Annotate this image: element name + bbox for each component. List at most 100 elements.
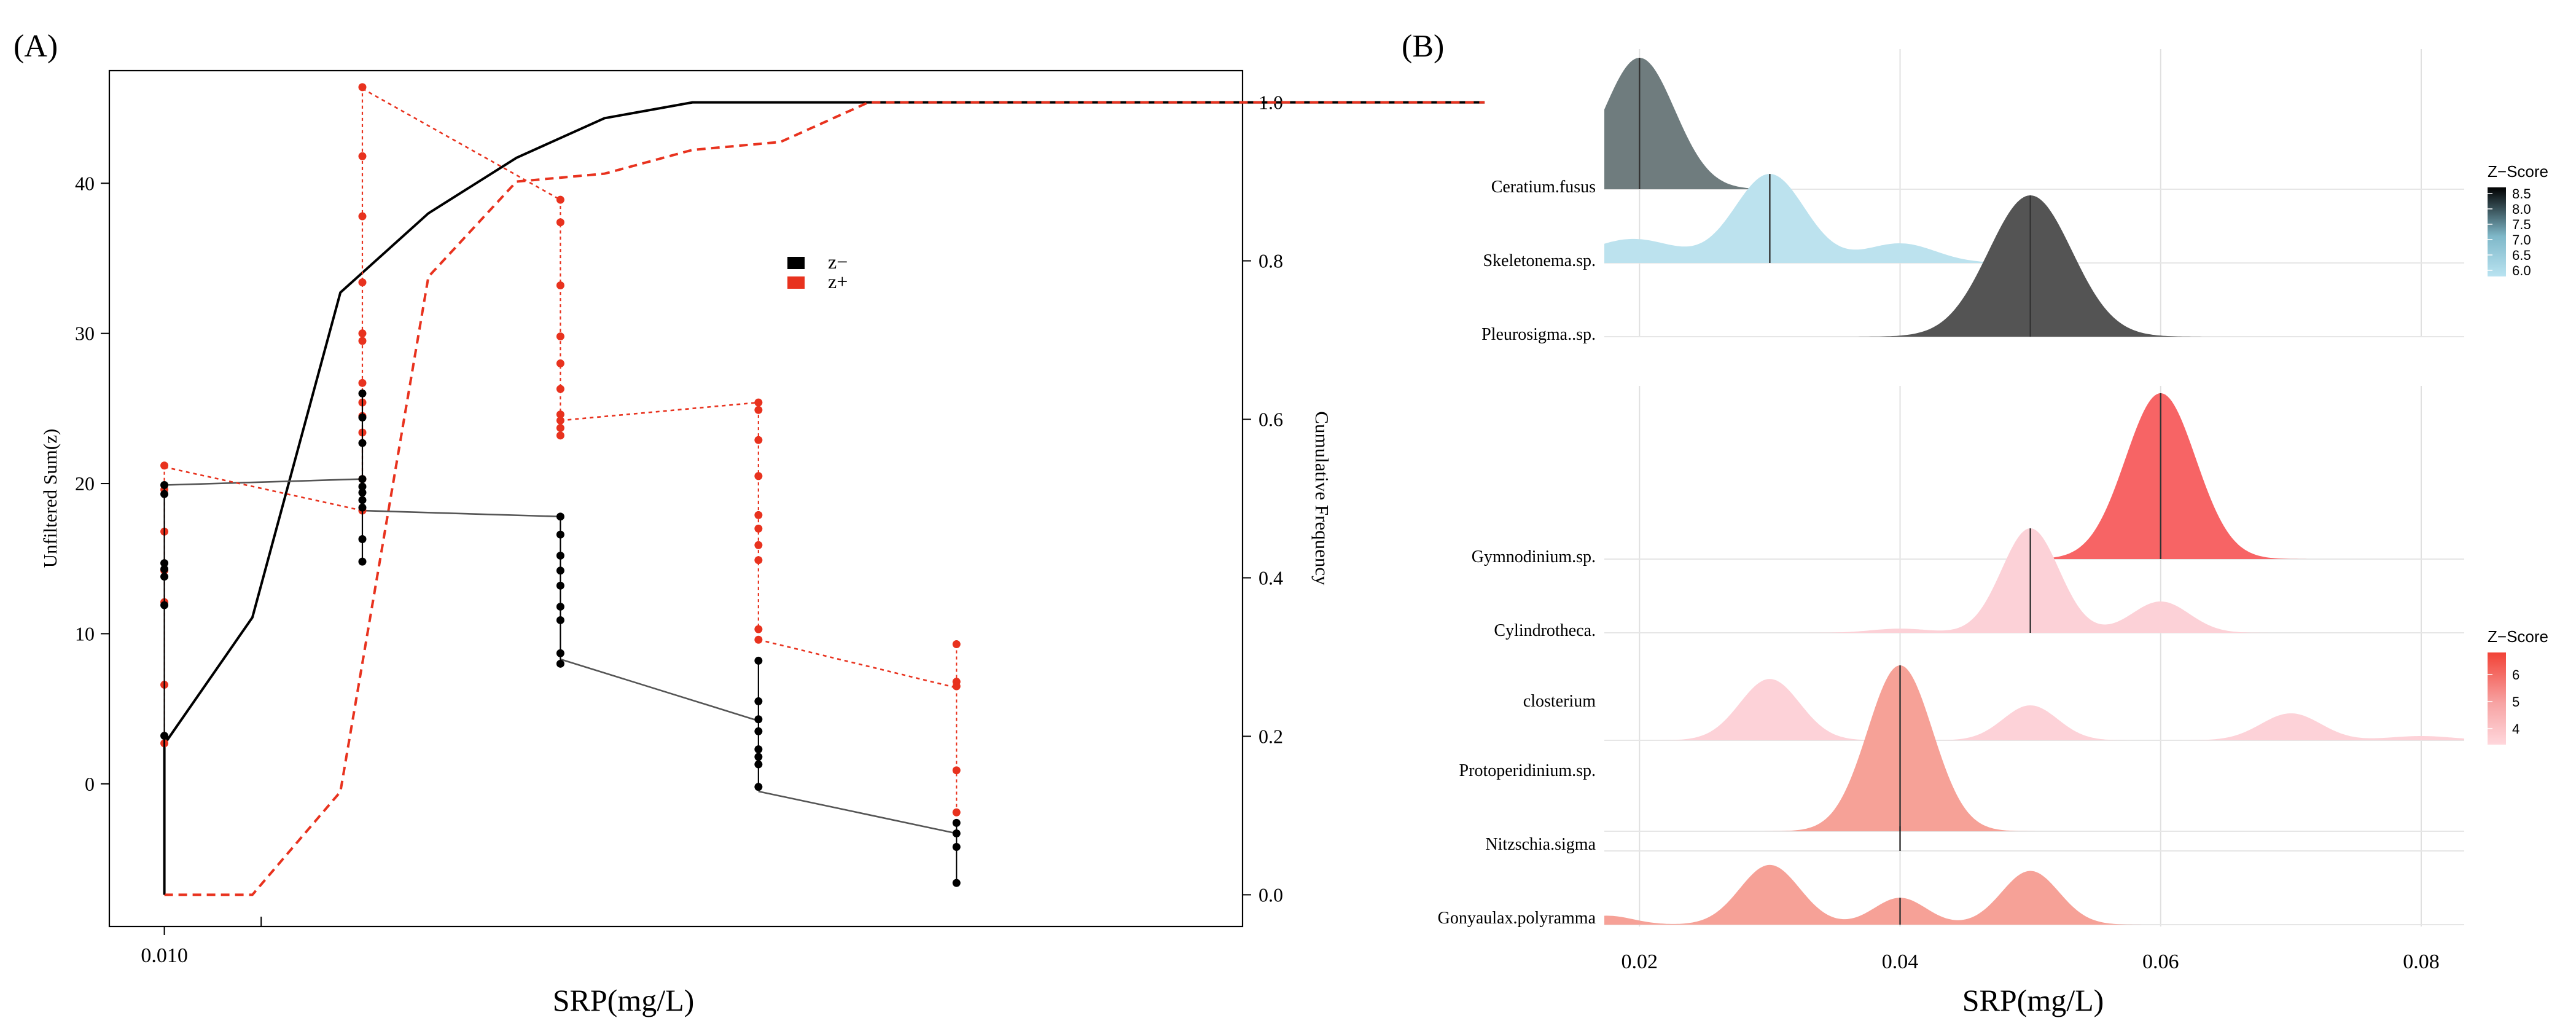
z-plus-point	[754, 398, 763, 407]
legend-bottom-tick-label: 4	[2512, 721, 2519, 737]
connector-z-minus	[164, 478, 957, 834]
z-minus-point	[952, 842, 961, 851]
z-plus-point	[754, 472, 763, 480]
z-plus-point	[358, 329, 367, 338]
right-tick-label: 0.6	[1259, 409, 1283, 431]
cumulative-line-z-plus	[164, 101, 1485, 896]
panel-b-x-tick-label: 0.04	[1882, 950, 1919, 973]
z-plus-point	[952, 678, 961, 686]
panel-a-legend: z− z+	[787, 251, 848, 292]
ridge-label: Protoperidinium.sp.	[1459, 761, 1596, 780]
x-axis: 0.010	[141, 917, 262, 967]
left-axis: 0 10 20 30 40	[75, 172, 109, 795]
z-minus-point	[556, 649, 564, 657]
panel-b-x-tick-label: 0.06	[2142, 950, 2179, 973]
z-minus-point	[358, 482, 367, 491]
z-minus-point	[160, 559, 169, 568]
ridge-cylindrotheca-	[1604, 528, 2464, 633]
legend-bottom-title: Z−Score	[2488, 627, 2548, 646]
left-tick-label: 20	[75, 472, 95, 495]
right-tick-label: 0.8	[1259, 250, 1283, 272]
z-minus-point	[754, 753, 763, 761]
legend-bottom-colorbar	[2488, 652, 2506, 745]
ridge-closterium	[1604, 679, 2464, 740]
right-axis: 0.00.20.40.60.81.0	[1243, 92, 1283, 906]
x-tick-label: 0.010	[141, 944, 188, 967]
z-minus-point	[754, 715, 763, 724]
z-plus-point	[952, 808, 961, 817]
z-plus-point	[556, 410, 564, 419]
z-plus-point	[952, 640, 961, 649]
legend-top-colorbar	[2488, 187, 2506, 276]
panel-b-x-label: SRP(mg/L)	[1962, 983, 2104, 1017]
z-minus-point	[358, 389, 367, 398]
connector-z-plus	[164, 88, 957, 689]
z-plus-point	[556, 416, 564, 425]
z-minus-point	[358, 557, 367, 566]
ridge-label: Skeletonema.sp.	[1483, 251, 1596, 270]
legend-swatch-z-minus	[787, 257, 805, 269]
panel-b-x-tick-label: 0.08	[2403, 950, 2440, 973]
panel-b: (B) Ceratium.fusus Skeletonema.sp. Pleuros…	[1402, 29, 2548, 1017]
z-minus-point	[160, 573, 169, 581]
z-minus-point	[754, 697, 763, 705]
z-plus-point	[358, 337, 367, 345]
legend-top-tick-label: 7.0	[2512, 232, 2531, 248]
right-tick-label: 0.0	[1259, 883, 1283, 906]
z-minus-point	[556, 530, 564, 539]
legend-top-tick-label: 7.5	[2512, 217, 2531, 232]
ridge-label: Gymnodinium.sp.	[1472, 547, 1596, 566]
z-plus-point	[358, 212, 367, 221]
panel-a-x-label: SRP(mg/L)	[553, 983, 695, 1017]
z-plus-point	[556, 359, 564, 368]
z-plus-point	[754, 625, 763, 633]
z-minus-point	[358, 535, 367, 543]
ridge-label: Gonyaulax.polyramma	[1438, 909, 1596, 928]
z-minus-point	[556, 616, 564, 624]
ridge-skeletonema-sp-	[1604, 174, 2464, 263]
ridge-label: Nitzschia.sigma	[1485, 835, 1596, 854]
z-minus-point	[358, 488, 367, 497]
ridge-ceratium-fusus	[1604, 58, 2464, 189]
left-tick-label: 0	[85, 773, 95, 795]
panel-b-x-tick-label: 0.02	[1622, 950, 1658, 973]
z-plus-point	[754, 524, 763, 533]
right-tick-label: 0.2	[1259, 725, 1283, 747]
z-minus-point	[556, 566, 564, 575]
z-plus-point	[556, 332, 564, 341]
legend-label-z-minus: z−	[828, 251, 848, 273]
z-minus-point	[556, 659, 564, 668]
panel-b-label: (B)	[1402, 29, 1444, 64]
panel-b-x-axis: 0.02 0.04 0.06 0.08	[1622, 950, 2440, 973]
panel-a-label: (A)	[14, 29, 58, 64]
ridge-protoperidinium-sp-	[1604, 665, 2464, 831]
z-plus-point	[358, 278, 367, 287]
legend-top-tick-label: 8.5	[2512, 186, 2531, 202]
z-plus-point	[952, 766, 961, 775]
z-plus-point	[754, 556, 763, 565]
panel-a-y-label-right: Cumulative Frequency	[1311, 411, 1333, 586]
ridge-label: Ceratium.fusus	[1491, 178, 1596, 197]
z-plus-point	[556, 218, 564, 227]
z-minus-point	[556, 512, 564, 521]
legend-top-title: Z−Score	[2488, 162, 2548, 181]
z-plus-point	[556, 385, 564, 393]
z-minus-point	[754, 783, 763, 791]
z-minus-point	[160, 490, 169, 498]
cumulative-lines	[163, 101, 1485, 896]
z-minus-point	[952, 879, 961, 887]
ridge-label: closterium	[1523, 692, 1596, 711]
z-plus-point	[754, 405, 763, 414]
ridges	[1604, 58, 2464, 925]
z-plus-point	[556, 195, 564, 204]
z-minus-point	[160, 565, 169, 573]
z-plus-point	[556, 431, 564, 440]
z-plus-point	[358, 152, 367, 160]
z-minus-point	[952, 818, 961, 827]
z-plus-point	[358, 83, 367, 92]
z-minus-point	[358, 439, 367, 447]
z-minus-point	[754, 656, 763, 665]
legend-bottom-tick-label: 5	[2512, 694, 2519, 710]
